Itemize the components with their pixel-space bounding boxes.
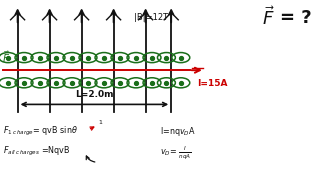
Text: L=2.0m: L=2.0m xyxy=(75,90,114,99)
Text: 1: 1 xyxy=(98,120,102,125)
Text: $F_{1\ charge}$= qvB sin$\theta$: $F_{1\ charge}$= qvB sin$\theta$ xyxy=(3,125,78,138)
Text: I=15A: I=15A xyxy=(197,79,227,88)
Text: $\vec{F}$: $\vec{F}$ xyxy=(262,7,275,29)
Text: $v_D$= $\frac{I}{nqA}$: $v_D$= $\frac{I}{nqA}$ xyxy=(160,144,191,161)
Text: |B|=12T: |B|=12T xyxy=(134,14,169,22)
Text: $F_{all\ charges}$ =NqvB: $F_{all\ charges}$ =NqvB xyxy=(3,145,71,158)
Text: I=nq$v_D$A: I=nq$v_D$A xyxy=(160,125,196,138)
Text: $\vec{F}$: $\vec{F}$ xyxy=(2,50,10,65)
Text: = ?: = ? xyxy=(280,9,312,27)
